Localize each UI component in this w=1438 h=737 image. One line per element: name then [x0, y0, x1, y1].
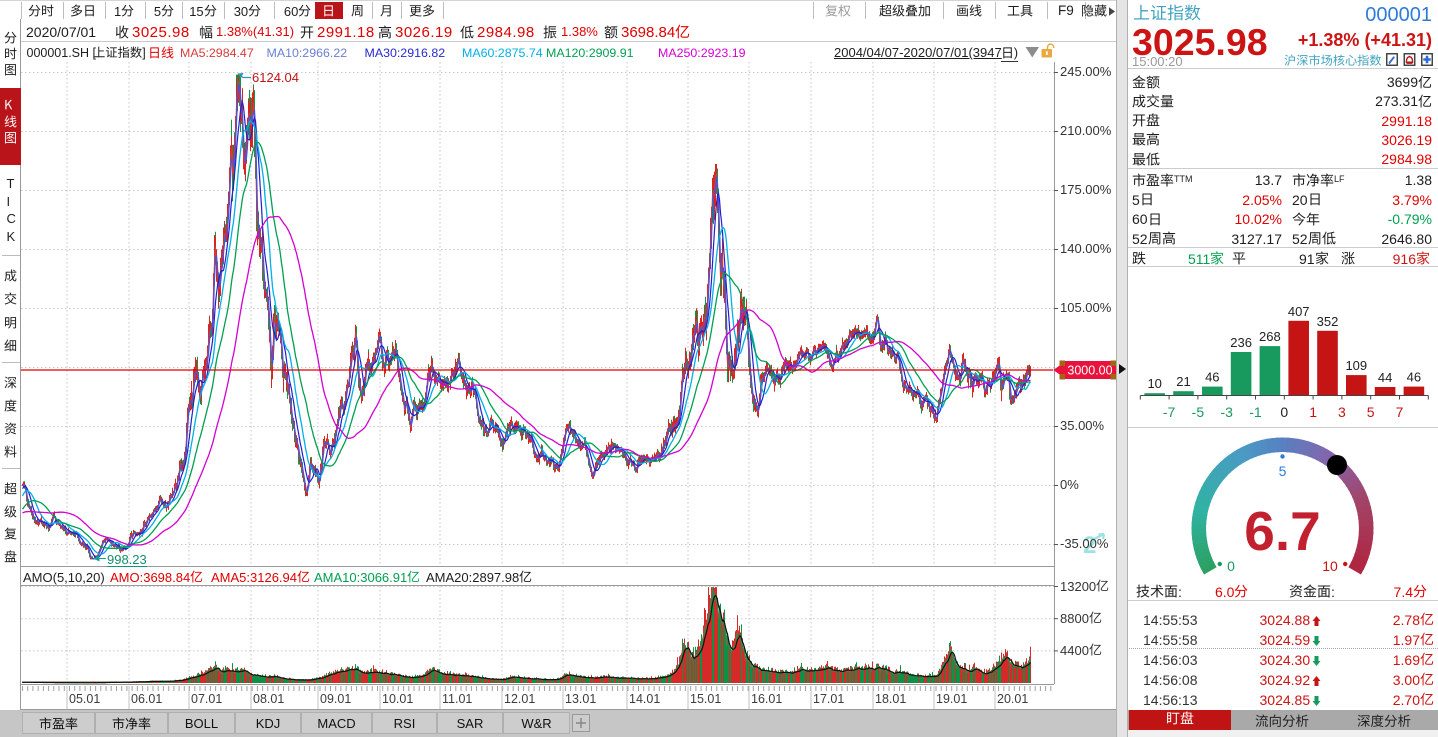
svg-text:46: 46 — [1205, 370, 1219, 385]
svg-text:3: 3 — [1338, 404, 1346, 420]
svg-text:46: 46 — [1407, 370, 1421, 385]
svg-text:-3: -3 — [1220, 404, 1233, 420]
svg-text:44: 44 — [1378, 370, 1392, 385]
svg-text:1: 1 — [1309, 404, 1317, 420]
svg-text:10: 10 — [1322, 558, 1338, 574]
svg-text:-7: -7 — [1163, 404, 1176, 420]
svg-text:268: 268 — [1259, 329, 1281, 344]
svg-text:0: 0 — [1227, 558, 1235, 574]
svg-text:7: 7 — [1396, 404, 1404, 420]
svg-text:10: 10 — [1147, 376, 1161, 391]
svg-text:6.7: 6.7 — [1244, 500, 1320, 562]
svg-text:5: 5 — [1367, 404, 1375, 420]
svg-text:21: 21 — [1176, 374, 1190, 389]
svg-text:5: 5 — [1279, 463, 1287, 479]
svg-text:407: 407 — [1288, 304, 1310, 319]
svg-text:236: 236 — [1230, 335, 1252, 350]
svg-text:352: 352 — [1317, 314, 1339, 329]
svg-text:3000.00: 3000.00 — [1067, 364, 1112, 378]
svg-text:-5: -5 — [1192, 404, 1205, 420]
svg-text:0: 0 — [1280, 404, 1288, 420]
svg-text:2: 2 — [1083, 532, 1096, 557]
svg-text:109: 109 — [1345, 358, 1367, 373]
svg-text:-1: -1 — [1249, 404, 1262, 420]
